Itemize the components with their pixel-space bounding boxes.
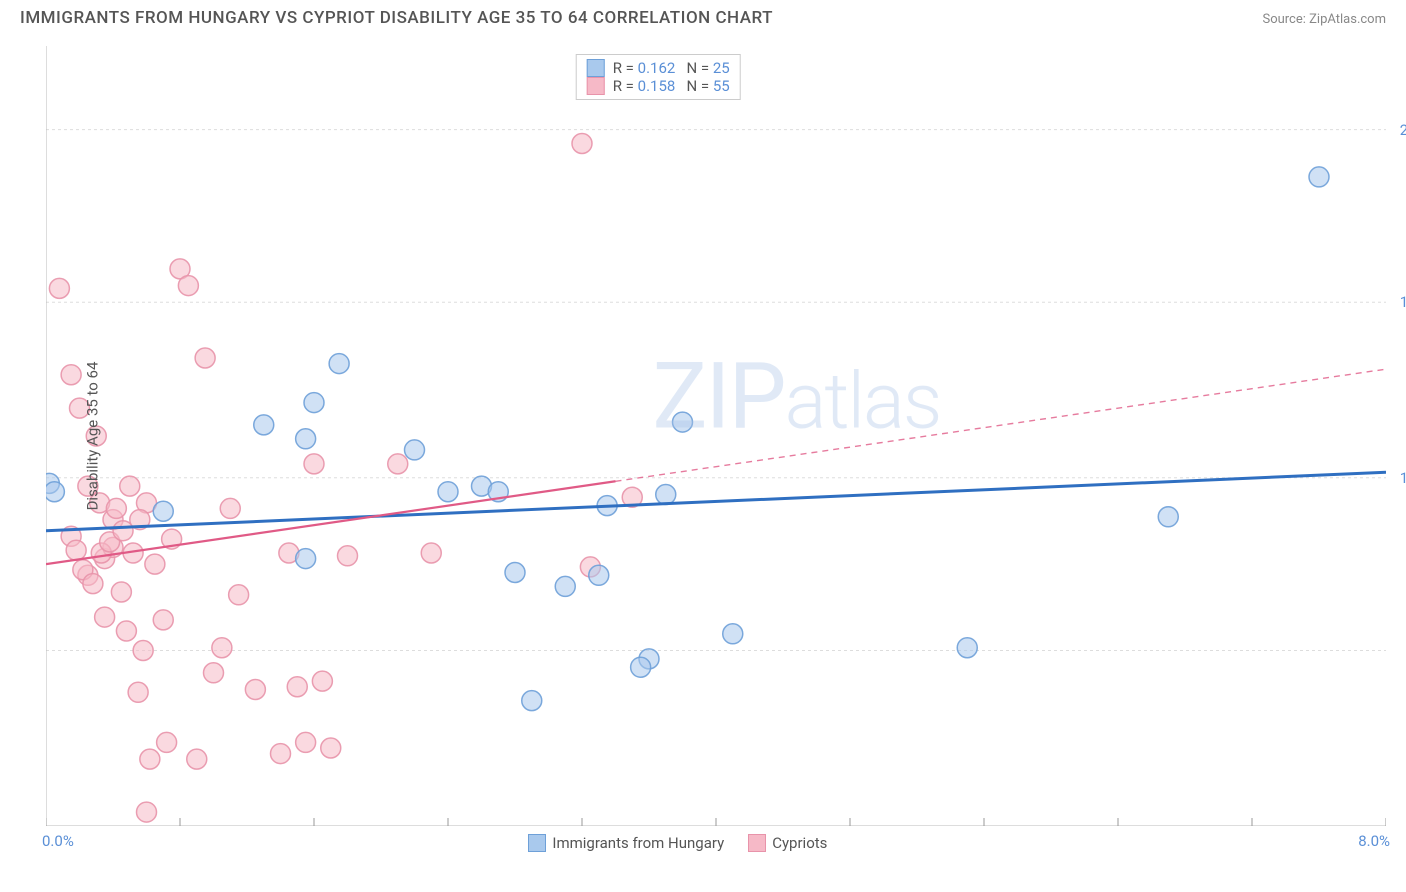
x-axis-min: 0.0%: [42, 832, 74, 850]
x-axis-max: 8.0%: [1358, 832, 1390, 850]
series-legend: Immigrants from Hungary Cypriots: [528, 834, 827, 852]
swatch-icon: [748, 834, 766, 852]
chart-area: Disability Age 35 to 64 R = 0.162 N = 25…: [46, 46, 1386, 826]
swatch-icon: [587, 59, 605, 77]
swatch-icon: [528, 834, 546, 852]
chart-title: IMMIGRANTS FROM HUNGARY VS CYPRIOT DISAB…: [20, 8, 773, 28]
y-axis-label: Disability Age 35 to 64: [83, 362, 101, 511]
legend-item: Immigrants from Hungary: [528, 834, 724, 852]
y-tick-label: 12.5%: [1400, 469, 1406, 487]
y-tick-label: 18.8%: [1400, 293, 1406, 311]
legend-text: R = 0.162 N = 25: [613, 59, 730, 77]
legend-row-cypriots: R = 0.158 N = 55: [587, 77, 730, 95]
legend-label: Cypriots: [772, 834, 827, 852]
legend-label: Immigrants from Hungary: [552, 834, 724, 852]
legend-item: Cypriots: [748, 834, 827, 852]
legend-row-hungary: R = 0.162 N = 25: [587, 59, 730, 77]
correlation-legend: R = 0.162 N = 25 R = 0.158 N = 55: [576, 54, 741, 100]
scatter-plot: [46, 46, 1386, 826]
y-tick-label: 25.0%: [1400, 121, 1406, 139]
legend-text: R = 0.158 N = 55: [613, 77, 730, 95]
swatch-icon: [587, 77, 605, 95]
source-label: Source: ZipAtlas.com: [1262, 12, 1386, 27]
